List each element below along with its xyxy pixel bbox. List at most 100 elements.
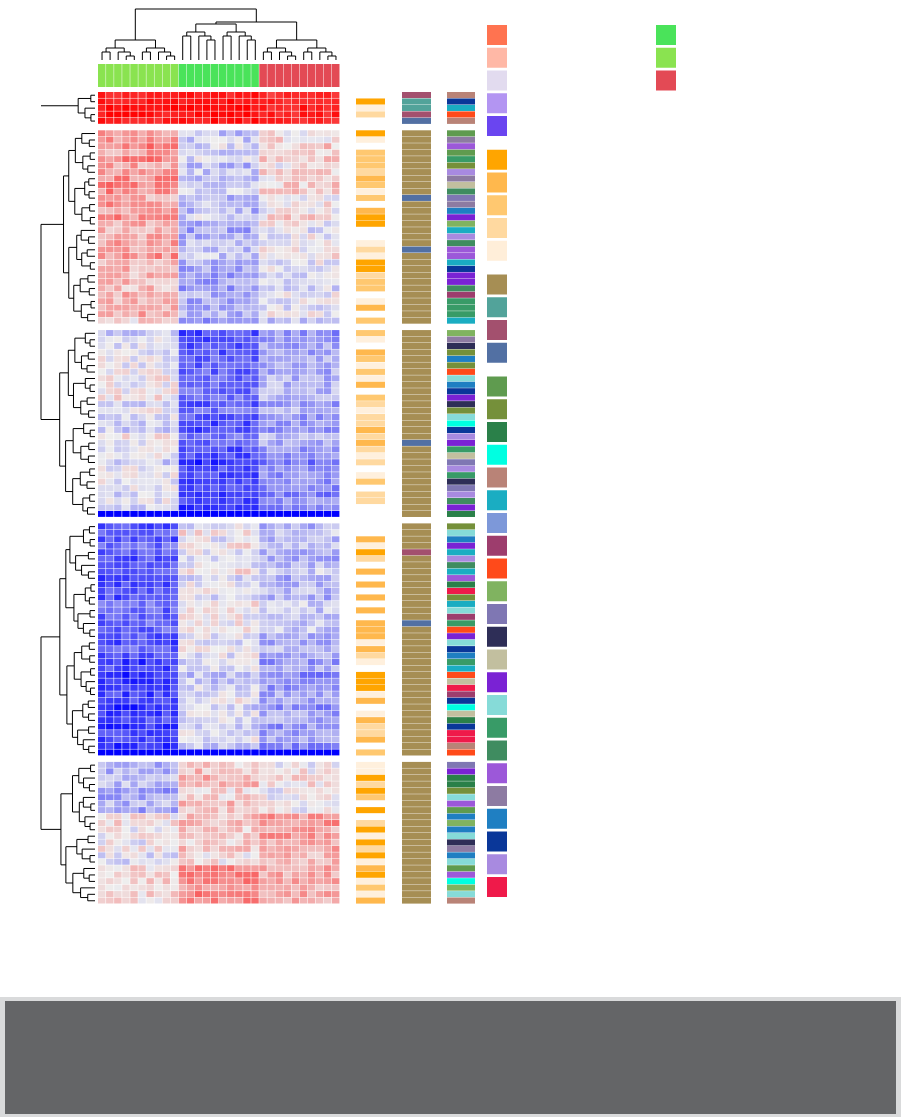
heatmap-cell [114, 742, 122, 749]
heatmap-cell [130, 240, 138, 247]
heatmap-cell [154, 201, 162, 208]
heatmap-cell [299, 659, 308, 665]
heatmap-cell [194, 259, 203, 266]
heatmap-cell [138, 529, 146, 536]
heatmap-cell [291, 407, 300, 414]
heatmap-cell [315, 349, 324, 356]
heatmap-cell [235, 852, 243, 859]
heatmap-cell [283, 104, 291, 111]
legend-swatch [487, 786, 507, 806]
heatmap-cell [251, 92, 259, 98]
heatmap-cell [138, 581, 146, 588]
heatmap-cell [122, 336, 130, 343]
heatmap-cell [130, 194, 138, 201]
heatmap-cell [186, 613, 195, 620]
heatmap-cell [114, 485, 122, 492]
heatmap-cell [194, 465, 203, 472]
heatmap-cell [219, 368, 227, 375]
heatmap-cell [299, 485, 308, 492]
heatmap-cell [138, 342, 146, 349]
heatmap-cell [275, 555, 283, 562]
heatmap-cell [202, 349, 211, 356]
heatmap-cell [323, 761, 332, 768]
heatmap-cell [154, 278, 162, 285]
categorical-track-cell [447, 633, 475, 640]
heatmap-cell [259, 330, 267, 337]
heatmap-cell [235, 600, 243, 607]
heatmap-cell [170, 149, 179, 156]
heatmap-cell [130, 587, 138, 594]
heatmap-cell [154, 730, 162, 737]
heatmap-cell [146, 143, 154, 150]
heatmap-cell [315, 749, 324, 756]
heatmap-cell [178, 446, 187, 453]
heatmap-cell [122, 807, 130, 814]
heatmap-cell [299, 433, 308, 440]
heatmap-cell [227, 401, 235, 408]
olive-track-cell [402, 742, 431, 750]
categorical-track-cell [447, 730, 475, 737]
heatmap-cell [299, 671, 308, 678]
heatmap-cell [283, 633, 291, 640]
heatmap-cell [251, 169, 259, 176]
heatmap-cell [162, 259, 170, 266]
heatmap-cell [194, 298, 203, 305]
heatmap-cell [106, 156, 114, 163]
heatmap-cell [114, 600, 122, 607]
heatmap-cell [267, 717, 275, 724]
heatmap-cell [154, 285, 162, 292]
heatmap-cell [331, 291, 340, 298]
heatmap-cell [251, 433, 259, 440]
heatmap-cell [299, 130, 308, 137]
heatmap-cell [323, 665, 332, 672]
heatmap-cell [267, 175, 275, 182]
orange-track-cell [356, 613, 385, 620]
heatmap-cell [106, 414, 114, 420]
heatmap-cell [194, 355, 203, 362]
heatmap-cell [98, 549, 106, 556]
heatmap-cell [227, 214, 235, 221]
heatmap-cell [138, 207, 146, 214]
categorical-track-cell [447, 562, 475, 569]
categorical-track-cell [447, 336, 475, 343]
heatmap-cell [186, 761, 195, 768]
heatmap-cell [170, 652, 179, 659]
heatmap-cell [162, 749, 170, 756]
heatmap-cell [259, 111, 267, 118]
heatmap-cell [210, 852, 219, 859]
heatmap-cell [291, 607, 300, 614]
heatmap-cell [267, 510, 275, 517]
orange-track-cell [356, 465, 385, 472]
heatmap-cell [283, 181, 291, 188]
heatmap-cell [323, 220, 332, 227]
heatmap-cell [251, 820, 259, 826]
heatmap-cell [210, 452, 219, 459]
heatmap-cell [251, 426, 259, 433]
heatmap-cell [106, 671, 114, 678]
heatmap-cell [235, 336, 243, 343]
heatmap-cell [267, 330, 275, 337]
heatmap-cell [186, 201, 195, 208]
heatmap-cell [146, 194, 154, 201]
categorical-track-cell [447, 678, 475, 685]
olive-track-cell [402, 594, 431, 601]
heatmap-cell [275, 188, 283, 195]
heatmap-cell [210, 278, 219, 285]
heatmap-cell [202, 884, 211, 891]
heatmap-cell [235, 388, 243, 395]
heatmap-cell [243, 639, 251, 646]
heatmap-cell [219, 130, 227, 137]
orange-track-cell [356, 717, 385, 724]
heatmap-cell [162, 336, 170, 343]
heatmap-cell [170, 355, 179, 362]
heatmap-cell [186, 878, 195, 885]
heatmap-cell [194, 845, 203, 852]
heatmap-cell [138, 381, 146, 388]
heatmap-cell [267, 832, 275, 839]
olive-track-cell [402, 523, 431, 530]
heatmap-cell [331, 865, 340, 872]
heatmap-cell [299, 401, 308, 408]
heatmap-cell [331, 684, 340, 691]
heatmap-cell [251, 555, 259, 562]
heatmap-cell [154, 349, 162, 356]
